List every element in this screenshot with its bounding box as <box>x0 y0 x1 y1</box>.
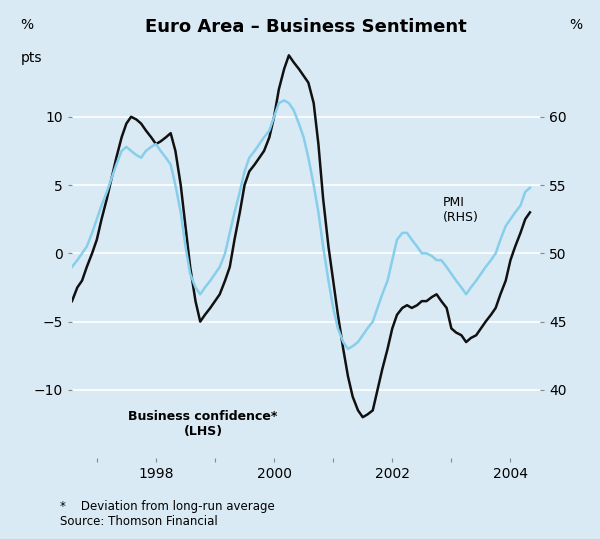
Text: PMI
(RHS): PMI (RHS) <box>442 196 478 224</box>
Text: Business confidence*
(LHS): Business confidence* (LHS) <box>128 410 278 438</box>
Text: *    Deviation from long-run average
Source: Thomson Financial: * Deviation from long-run average Source… <box>60 500 275 528</box>
Text: %: % <box>569 18 582 32</box>
Text: %: % <box>20 18 34 32</box>
Title: Euro Area – Business Sentiment: Euro Area – Business Sentiment <box>145 18 467 36</box>
Text: pts: pts <box>20 51 42 65</box>
